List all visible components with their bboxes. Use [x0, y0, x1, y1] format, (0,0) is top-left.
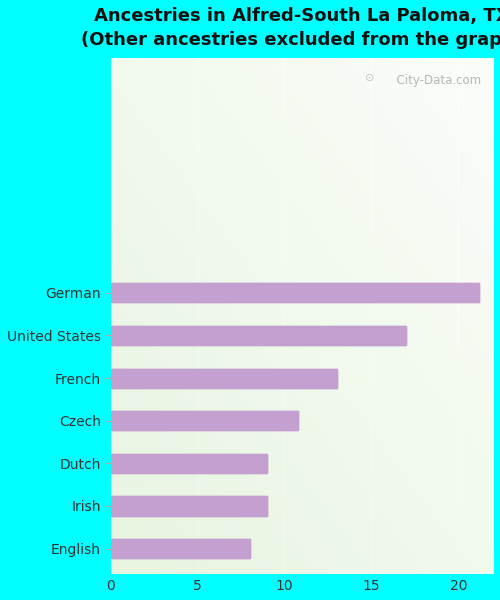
Bar: [110, 283, 479, 302]
Bar: [110, 496, 267, 515]
Bar: [110, 539, 250, 558]
Text: City-Data.com: City-Data.com: [390, 74, 482, 87]
Title: Ancestries in Alfred-South La Paloma, TX
(Other ancestries excluded from the gra: Ancestries in Alfred-South La Paloma, TX…: [81, 7, 500, 49]
Bar: [110, 326, 406, 345]
Bar: [110, 368, 336, 388]
Bar: [110, 539, 250, 558]
Bar: [110, 454, 267, 473]
Bar: [110, 496, 267, 515]
Bar: [110, 411, 298, 430]
Bar: [110, 326, 406, 345]
Bar: [110, 454, 267, 473]
Text: ⊙: ⊙: [365, 73, 374, 83]
Bar: [110, 368, 336, 388]
Bar: [110, 411, 298, 430]
Bar: [110, 283, 479, 302]
